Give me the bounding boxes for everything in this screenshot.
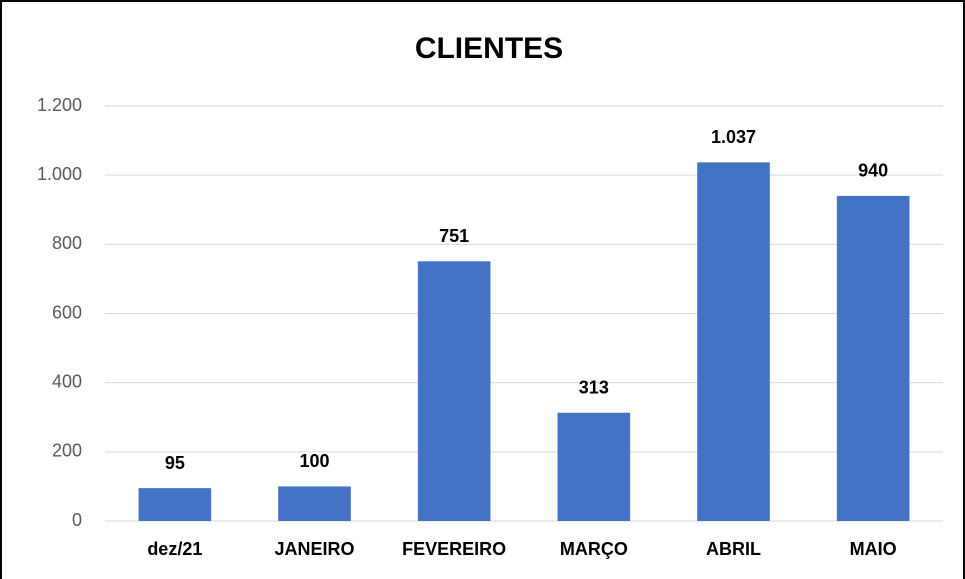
value-label: 100 <box>299 451 329 471</box>
bar <box>417 261 491 521</box>
x-tick-label: ABRIL <box>706 539 761 559</box>
x-tick-label: MARÇO <box>560 539 628 559</box>
chart-title: CLIENTES <box>415 32 563 65</box>
x-tick-label: MAIO <box>850 539 897 559</box>
y-tick-label: 1.000 <box>37 164 82 184</box>
value-label: 751 <box>439 226 469 246</box>
y-tick-label: 0 <box>72 510 82 530</box>
x-tick-label: dez/21 <box>147 539 202 559</box>
y-tick-label: 800 <box>52 233 82 253</box>
y-tick-label: 1.200 <box>37 95 82 115</box>
x-tick-label: JANEIRO <box>274 539 354 559</box>
y-tick-label: 200 <box>52 441 82 461</box>
value-label: 1.037 <box>711 127 756 147</box>
x-tick-label: FEVEREIRO <box>402 539 506 559</box>
bar <box>138 488 212 521</box>
bar <box>278 486 351 521</box>
value-label: 313 <box>579 378 609 398</box>
y-tick-label: 400 <box>52 371 82 391</box>
bar <box>836 195 910 521</box>
value-label: 95 <box>165 453 185 473</box>
bar <box>557 412 631 521</box>
y-tick-label: 600 <box>52 302 82 322</box>
bar <box>697 162 770 521</box>
value-label: 940 <box>858 161 888 181</box>
